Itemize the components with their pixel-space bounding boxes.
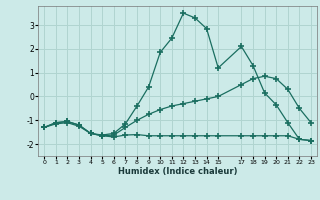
X-axis label: Humidex (Indice chaleur): Humidex (Indice chaleur) [118,167,237,176]
